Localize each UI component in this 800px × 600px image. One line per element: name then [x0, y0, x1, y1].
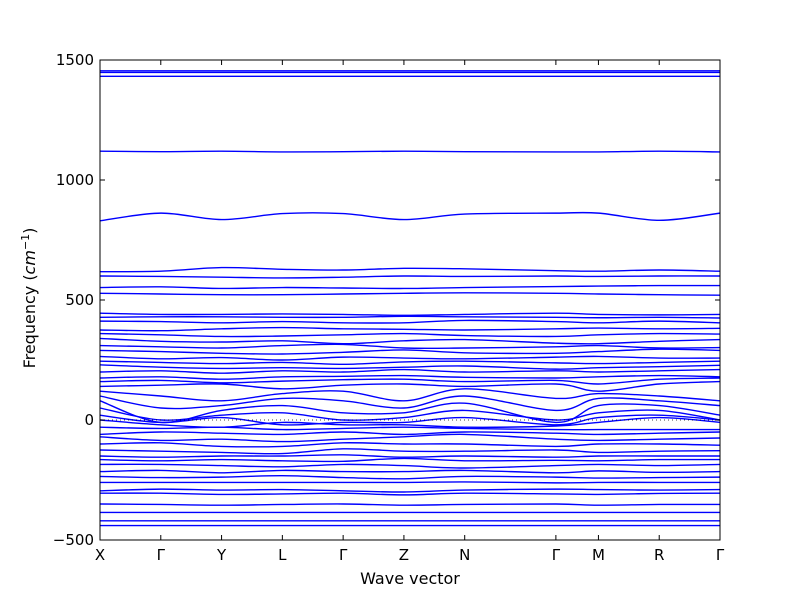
x-path-label: Y [216, 546, 227, 564]
x-path-label: Γ [716, 546, 725, 564]
band-line-28 [99, 407, 721, 421]
band-line-13 [99, 326, 721, 332]
band-line-24 [99, 380, 721, 392]
y-tick-label: 0 [84, 411, 94, 429]
band-line-5 [99, 211, 721, 222]
band-line-18 [99, 355, 721, 361]
x-path-label: Γ [552, 546, 561, 564]
x-path-label: R [654, 546, 664, 564]
y-axis-label-exponent: −1 [19, 234, 32, 250]
band-line-20 [99, 364, 721, 370]
band-line-40 [99, 474, 721, 480]
band-line-9 [99, 292, 721, 296]
band-line-37 [99, 457, 721, 463]
band-line-44 [99, 503, 721, 506]
x-path-label: X [95, 546, 105, 564]
band-line-4 [99, 150, 721, 153]
plot-frame [99, 59, 721, 541]
band-line-39 [99, 469, 721, 474]
x-path-label: M [592, 546, 605, 564]
band-line-17 [99, 348, 721, 355]
y-axis-label-prefix: Frequency ( [20, 274, 39, 368]
band-line-35 [99, 448, 721, 455]
y-tick-label: 500 [65, 291, 94, 309]
x-axis-label: Wave vector [360, 569, 460, 588]
y-tick-label: −500 [53, 531, 94, 549]
band-line-29 [99, 414, 721, 426]
x-path-label: L [278, 546, 287, 564]
band-line-42 [99, 488, 721, 493]
x-path-label: N [459, 546, 470, 564]
band-line-19 [99, 360, 721, 366]
band-line-36 [99, 454, 720, 458]
band-line-23 [99, 377, 721, 385]
band-line-41 [99, 481, 720, 484]
band-line-27 [99, 400, 721, 424]
band-line-31 [99, 426, 720, 431]
band-line-15 [99, 337, 721, 345]
band-line-22 [99, 374, 721, 380]
x-path-label: Γ [157, 546, 166, 564]
band-line-21 [99, 368, 721, 374]
y-axis: −500 0 500 1000 1500 [53, 51, 720, 549]
band-line-26 [99, 395, 721, 412]
band-line-8 [99, 284, 721, 290]
band-lines [99, 70, 721, 527]
band-line-38 [99, 463, 721, 469]
y-axis-label: Frequency (cm−1) [19, 228, 39, 369]
y-axis-label-suffix: ) [20, 228, 39, 234]
band-line-32 [99, 431, 721, 436]
band-line-7 [99, 275, 721, 279]
band-line-10 [99, 312, 721, 317]
band-line-14 [99, 332, 721, 338]
y-tick-label: 1500 [56, 51, 94, 69]
band-line-12 [99, 319, 721, 324]
band-line-11 [99, 315, 721, 319]
y-tick-label: 1000 [56, 171, 94, 189]
y-axis-label-unit: cm [20, 250, 39, 274]
band-line-34 [99, 442, 721, 448]
band-line-43 [99, 492, 721, 496]
band-line-33 [99, 433, 721, 443]
band-line-6 [99, 266, 721, 273]
x-path-label: Z [399, 546, 409, 564]
x-path-label: Γ [339, 546, 348, 564]
band-line-25 [99, 388, 721, 402]
band-line-16 [99, 343, 721, 350]
